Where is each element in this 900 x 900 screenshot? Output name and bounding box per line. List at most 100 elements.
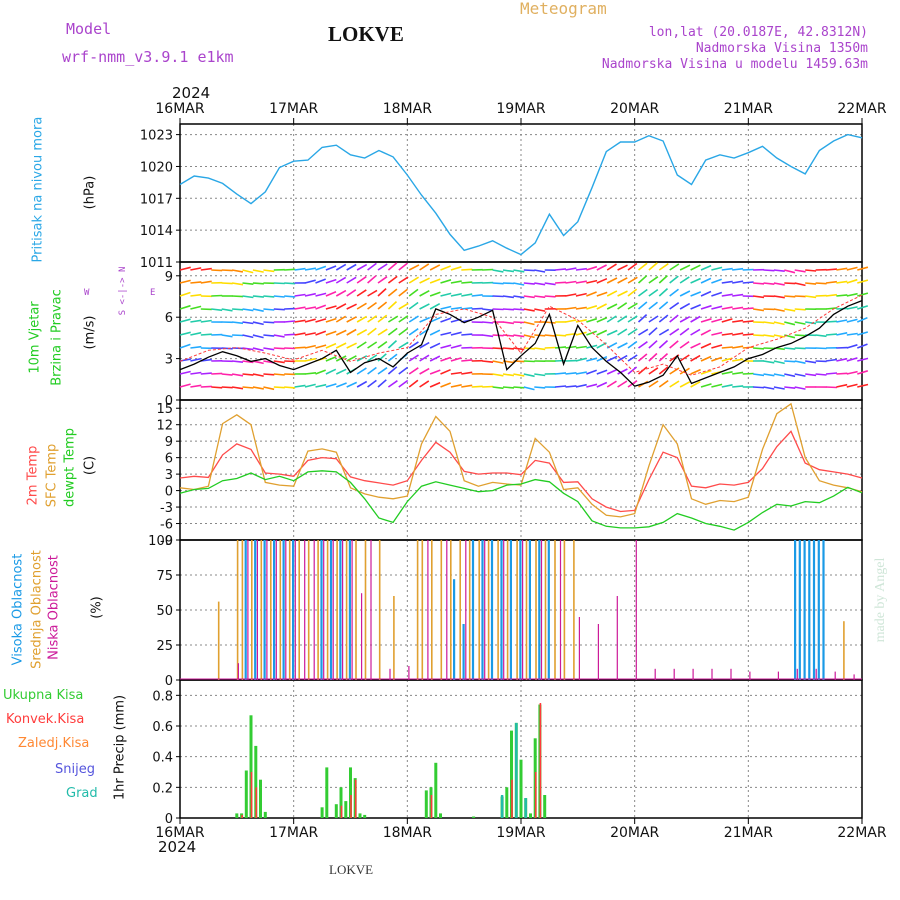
wind-arrow [825, 372, 838, 375]
wind-arrow [669, 288, 679, 297]
wind-arrow [534, 386, 546, 389]
precip-ytick-label: 0.4 [152, 751, 173, 766]
wind-arrow [565, 267, 577, 271]
wind-arrow [221, 386, 233, 389]
low_cloud-bar [654, 668, 656, 680]
wind-arrow [700, 277, 712, 284]
temperature-ytick-label: -9 [160, 534, 173, 549]
wind-arrow [221, 334, 233, 338]
total_precip-bar [339, 787, 343, 818]
wind-arrow [356, 367, 367, 375]
wind-arrow [387, 353, 398, 362]
wind-arrow [711, 383, 723, 388]
wind-arrow [325, 305, 337, 310]
mid_cloud-bar [563, 540, 566, 680]
wind-arrow [325, 368, 337, 375]
conv_precip-bar [255, 787, 258, 818]
wind-arrow [335, 368, 347, 375]
year-bottom: 2024 [158, 838, 197, 856]
wind-arrow [721, 384, 733, 388]
wind-arrow [252, 347, 264, 352]
wind-arrow [335, 315, 347, 323]
wind-arrow [252, 295, 264, 298]
low_cloud-bar [361, 593, 363, 680]
bottom-date-label: 18MAR [383, 825, 432, 841]
wind-arrow [690, 354, 701, 362]
wind-arrow [450, 357, 462, 362]
mid_cloud-bar [478, 540, 480, 680]
wind-arrow [232, 321, 244, 325]
wind-arrow [846, 318, 858, 323]
wind-arrow [555, 334, 567, 337]
model-altitude-text: Nadmorska Visina u modelu 1459.63m [601, 57, 868, 72]
wind-arrow [846, 306, 858, 310]
wind-arrow [690, 291, 702, 297]
wind-arrow [732, 267, 744, 271]
wind-arrow [721, 332, 733, 336]
wind-arrow [356, 328, 368, 336]
mid_cloud-bar [544, 540, 547, 680]
wind-arrow [606, 355, 618, 362]
wind-arrow [565, 372, 577, 375]
wind-arrow [346, 303, 357, 310]
wind-arrow [190, 293, 202, 297]
high_cloud-bar [244, 540, 247, 680]
wind-arrow [461, 384, 473, 388]
total_precip-bar [510, 730, 513, 818]
wind-arrow [596, 355, 608, 362]
wind-arrow [492, 269, 504, 273]
wind-arrow [534, 308, 546, 312]
wind-arrow [252, 334, 264, 339]
wind-arrow [273, 295, 285, 298]
wind-arrow [440, 305, 452, 310]
wind-arrow [805, 321, 817, 325]
total_precip-bar [505, 787, 509, 818]
bottom-date-label: 17MAR [269, 825, 318, 841]
wind-arrow [440, 356, 452, 362]
wind-arrow [544, 282, 556, 286]
wind-arrow [377, 263, 388, 271]
wind-arrow [429, 329, 441, 336]
wind-arrow [179, 383, 191, 388]
wind-arrow [690, 264, 701, 271]
mid_cloud-bar [459, 540, 461, 680]
wind-arrow [398, 366, 409, 375]
wind-arrow [586, 279, 598, 284]
wind-arrow [711, 331, 723, 336]
wind-arrow [242, 347, 254, 351]
wind-arrow [377, 301, 388, 310]
wind-arrow [304, 306, 317, 310]
wind-arrow [773, 360, 785, 365]
wind-arrow [596, 303, 607, 310]
wind-arrow [763, 360, 775, 364]
wind-arrow [856, 316, 868, 323]
total_precip-bar [320, 807, 324, 818]
total_precip-bar [519, 759, 523, 818]
wind-arrow [294, 267, 306, 271]
wind-arrow [690, 277, 701, 284]
wind-arrow [190, 281, 202, 284]
wind-arrow [711, 344, 723, 349]
wind-arrow [638, 328, 649, 336]
wind-arrow [857, 383, 869, 388]
wind-arrow [408, 328, 419, 336]
mid_cloud-bar [506, 540, 509, 680]
low_cloud-bar [540, 540, 543, 680]
wind-arrow [471, 294, 483, 297]
wind-arrow [658, 314, 669, 323]
wind-arrow [784, 308, 796, 312]
wind-compass-w: W [84, 288, 90, 298]
precip-label-frz: Zaledj.Kisa [18, 736, 90, 751]
wind-arrow [284, 268, 296, 271]
wind-arrow [679, 302, 691, 310]
wind-arrow [450, 371, 462, 375]
wind-arrow [252, 269, 264, 273]
high_cloud-bar [803, 540, 806, 680]
wind-arrow [408, 341, 419, 349]
wind-arrow [304, 292, 316, 297]
wind-arrow [690, 368, 701, 375]
wind-arrow [637, 314, 648, 323]
wind-arrow [544, 295, 556, 298]
low_cloud-bar [616, 596, 618, 680]
wind-arrow [325, 317, 337, 323]
